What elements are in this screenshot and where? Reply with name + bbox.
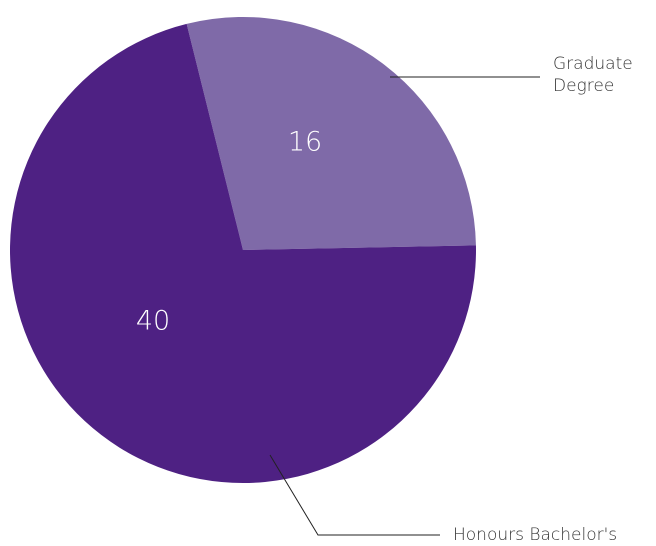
category-label: Graduate Degree — [553, 54, 633, 96]
value-label: 40 — [136, 306, 170, 337]
value-label: 16 — [288, 127, 322, 158]
leader-line — [269, 454, 440, 536]
pie-slice — [10, 23, 476, 484]
pie-slice — [186, 16, 476, 251]
category-label: Honours Bachelor's — [453, 525, 618, 545]
